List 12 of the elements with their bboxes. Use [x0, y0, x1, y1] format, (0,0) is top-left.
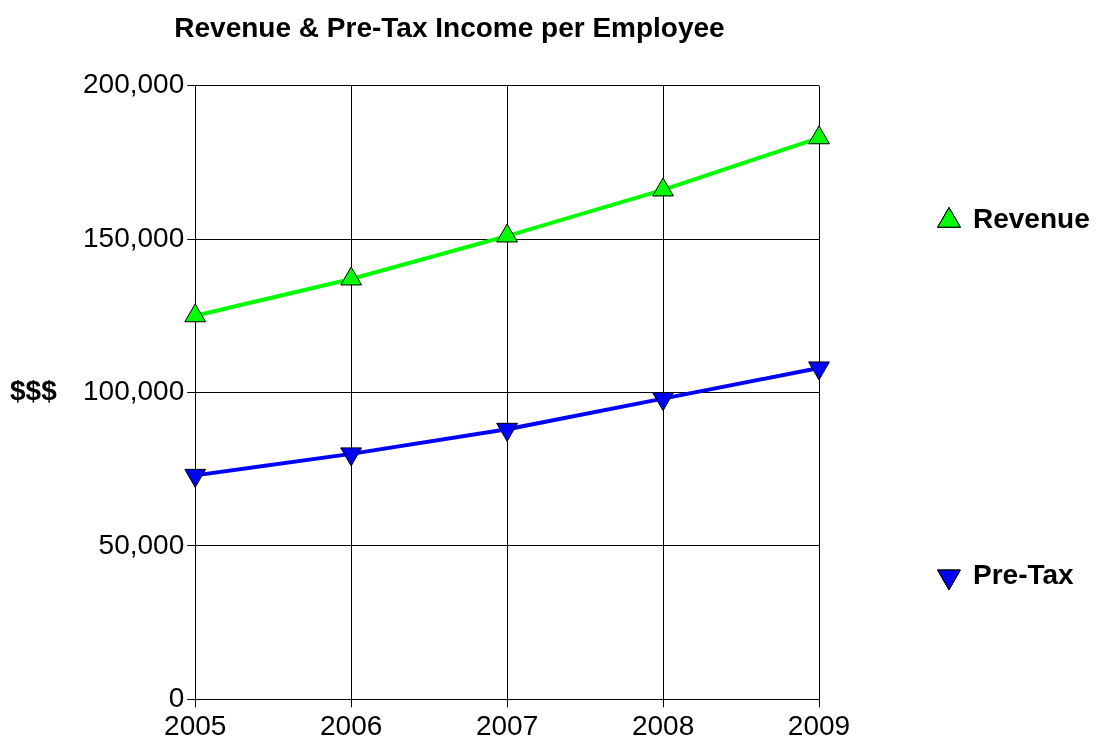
x-tick-label: 2009: [787, 709, 851, 741]
chart-title: Revenue & Pre-Tax Income per Employee: [174, 11, 725, 43]
legend-label: Revenue: [973, 203, 1090, 235]
y-axis-title: $$$: [10, 375, 58, 407]
y-tick-label: 150,000: [82, 221, 185, 253]
x-tick-label: 2006: [320, 709, 383, 741]
y-tick-label: 100,000: [82, 375, 185, 407]
y-tick-label: 50,000: [98, 528, 185, 560]
legend-label: Pre-Tax: [973, 559, 1075, 591]
y-tick-label: 200,000: [82, 68, 185, 100]
x-tick-label: 2007: [475, 709, 539, 741]
x-tick-label: 2008: [631, 709, 695, 741]
